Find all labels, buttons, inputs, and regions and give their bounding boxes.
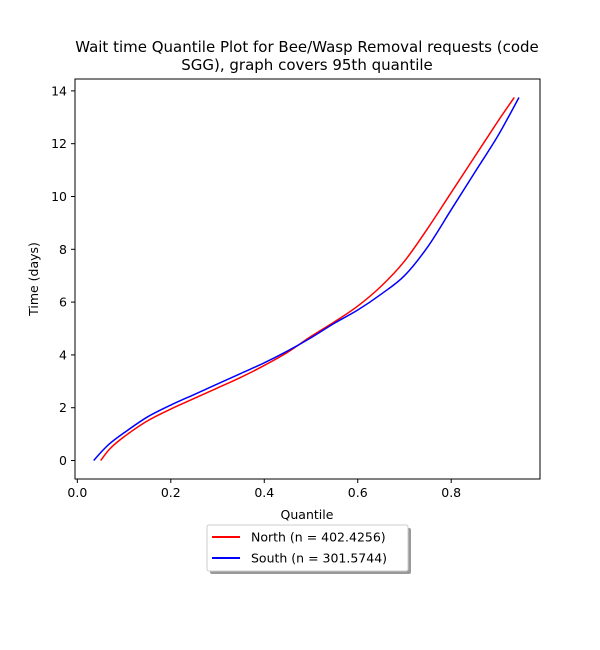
y-axis-ticks: 0 2 4 6 8 10 12 14 (51, 83, 75, 468)
chart-title-line-1: Wait time Quantile Plot for Bee/Wasp Rem… (75, 38, 539, 56)
y-axis-label: Time (days) (26, 242, 41, 317)
x-tick-label: 0.2 (161, 485, 181, 500)
y-tick-label: 12 (51, 136, 67, 151)
x-tick-label: 0.0 (67, 485, 87, 500)
x-axis-label: Quantile (281, 507, 334, 522)
series-line-north (100, 97, 515, 461)
chart-title-line-2: SGG), graph covers 95th quantile (181, 56, 433, 74)
y-tick-label: 2 (59, 400, 67, 415)
legend-box (206, 524, 409, 572)
x-tick-label: 0.8 (441, 485, 461, 500)
legend: North (n = 402.4256) South (n = 301.5744… (206, 524, 411, 574)
x-tick-label: 0.6 (348, 485, 368, 500)
x-axis-ticks: 0.0 0.2 0.4 0.6 0.8 (67, 479, 461, 500)
y-tick-label: 14 (51, 83, 67, 98)
x-tick-label: 0.4 (254, 485, 274, 500)
plot-area: 0.0 0.2 0.4 0.6 0.8 0 2 4 6 8 10 12 14 (51, 78, 541, 500)
y-tick-label: 8 (59, 242, 67, 257)
y-tick-label: 0 (59, 453, 67, 468)
y-tick-label: 4 (59, 347, 67, 362)
series-lines (93, 97, 520, 462)
plot-frame (74, 78, 541, 480)
legend-label-north: North (n = 402.4256) (251, 530, 386, 545)
y-tick-label: 6 (59, 295, 67, 310)
series-line-south (93, 97, 520, 462)
legend-label-south: South (n = 301.5744) (251, 551, 387, 566)
y-tick-label: 10 (51, 189, 67, 204)
